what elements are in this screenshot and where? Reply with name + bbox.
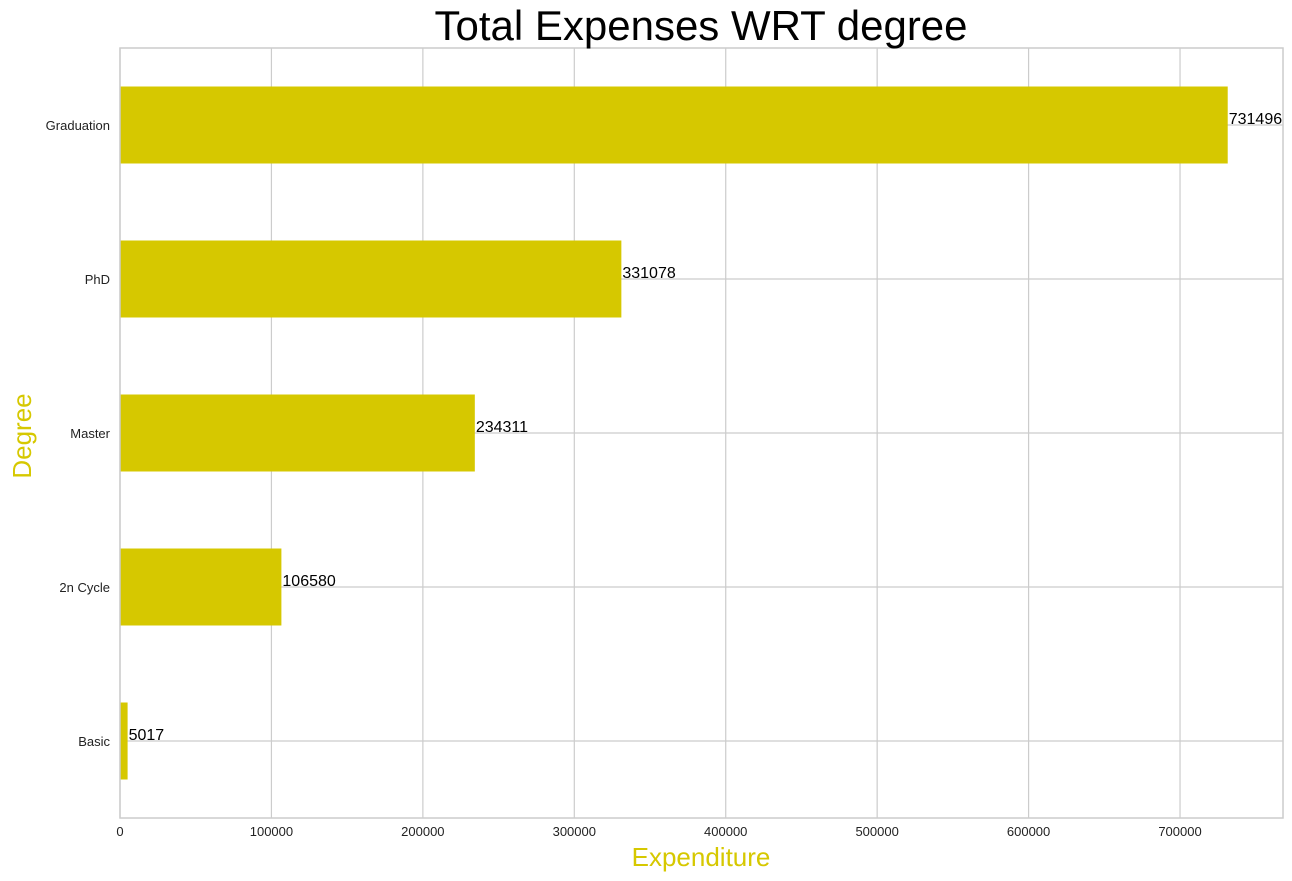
x-tick-label: 400000 (704, 824, 747, 839)
labels-layer: 731496 331078 234311 106580 5017 (129, 111, 1283, 744)
data-label: 234311 (476, 419, 528, 436)
x-tick-label: 700000 (1158, 824, 1201, 839)
y-tick-label: Graduation (46, 118, 110, 133)
data-label: 106580 (282, 573, 335, 590)
bars-layer (120, 86, 1228, 780)
x-tick-label: 0 (116, 824, 123, 839)
chart-title: Total Expenses WRT degree (434, 2, 967, 49)
data-label: 5017 (129, 727, 165, 744)
bar-graduation (120, 86, 1228, 164)
y-tick-label: PhD (85, 272, 110, 287)
x-axis-label: Expenditure (632, 842, 771, 872)
data-label: 331078 (622, 265, 675, 282)
x-tick-label: 200000 (401, 824, 444, 839)
bar-2n-cycle (120, 548, 282, 626)
x-tick-label: 500000 (855, 824, 898, 839)
y-axis-label: Degree (7, 393, 37, 478)
bar-phd (120, 240, 622, 318)
y-tick-label: 2n Cycle (59, 580, 110, 595)
y-tick-label: Basic (78, 734, 110, 749)
bar-basic (120, 702, 128, 780)
x-tick-label: 300000 (553, 824, 596, 839)
ticks-layer: 0 100000 200000 300000 400000 500000 600000 700… (46, 118, 1202, 839)
data-label: 731496 (1229, 111, 1282, 128)
x-tick-label: 600000 (1007, 824, 1050, 839)
y-tick-label: Master (70, 426, 110, 441)
plot-frame (119, 47, 1284, 819)
x-tick-label: 100000 (250, 824, 293, 839)
bar-master (120, 394, 475, 472)
